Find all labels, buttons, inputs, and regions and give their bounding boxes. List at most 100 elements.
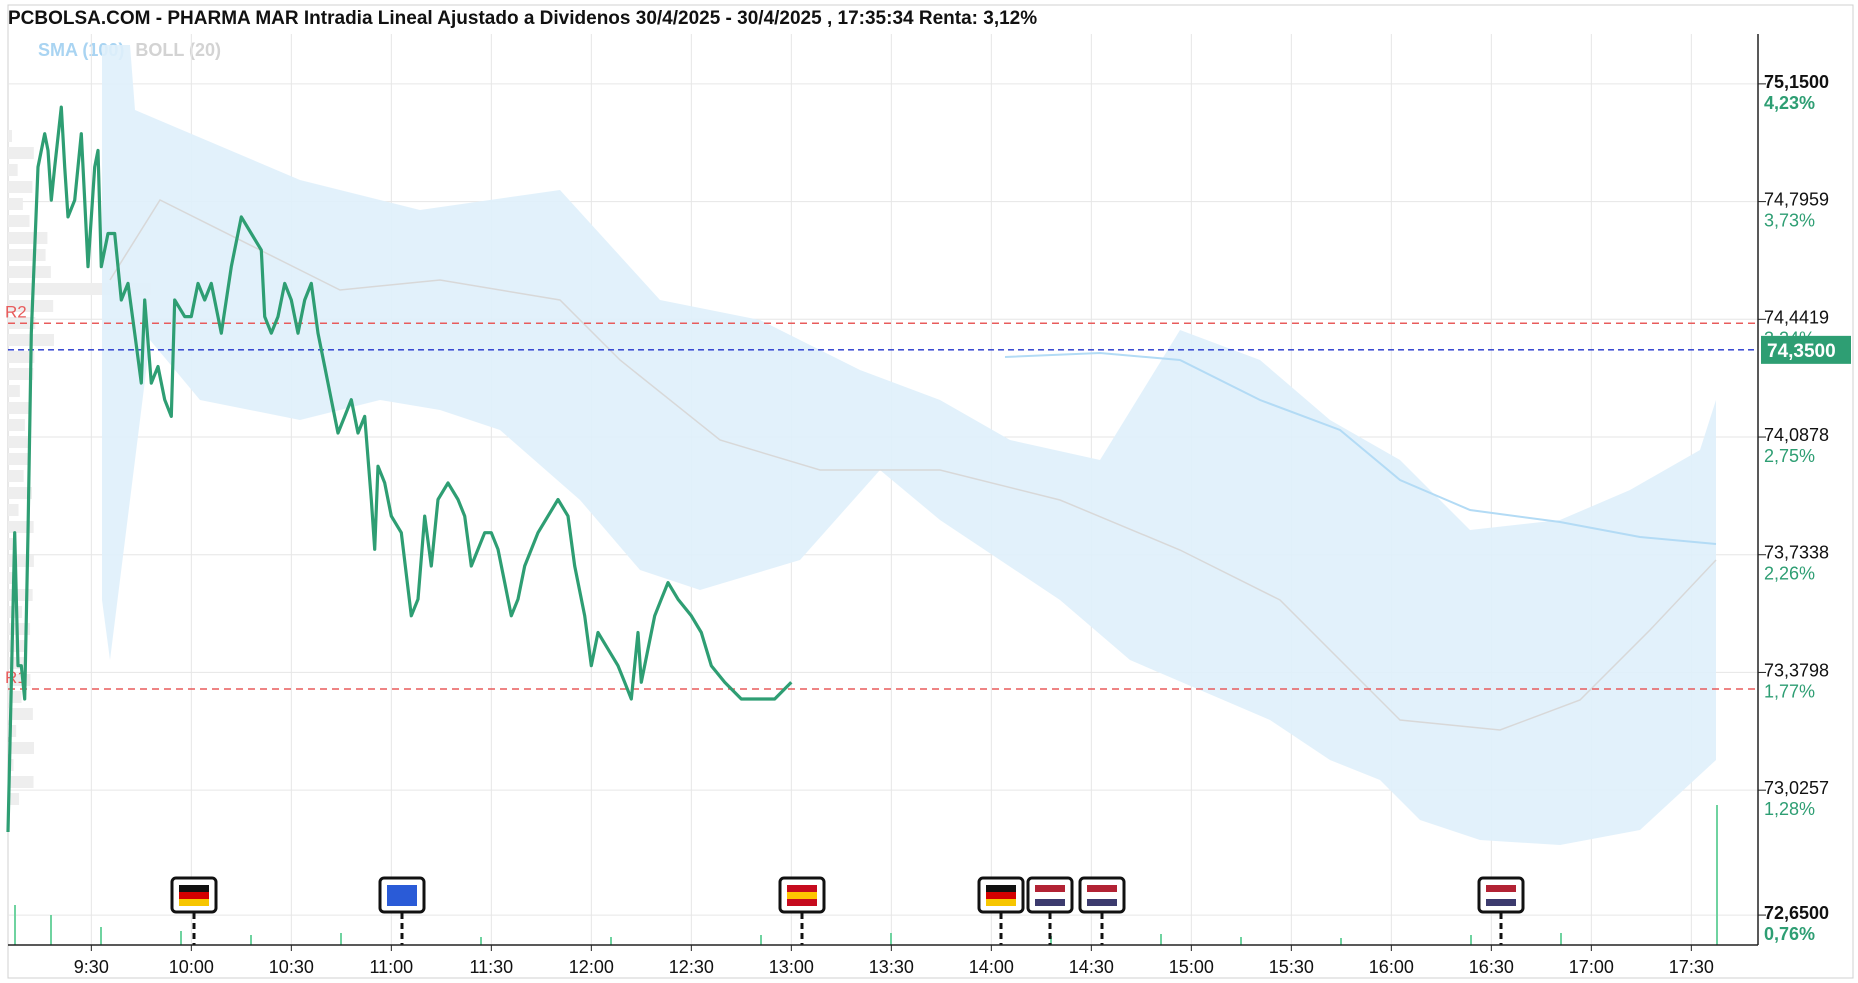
us-flag-stripe xyxy=(1087,899,1117,906)
y-tick-label: 73,7338 xyxy=(1764,543,1829,563)
x-tick-label: 12:30 xyxy=(669,957,714,977)
bollinger-midline xyxy=(109,199,1717,731)
de-flag-stripe xyxy=(986,899,1016,906)
us-flag-stripe xyxy=(1087,892,1117,899)
y-tick-label: 75,1500 xyxy=(1764,72,1829,92)
level-label-r2: R2 xyxy=(5,302,27,321)
x-tick-label: 15:00 xyxy=(1169,957,1214,977)
volume-bar xyxy=(890,933,892,945)
volume-profile-bar xyxy=(8,385,20,397)
x-tick-label: 16:00 xyxy=(1369,957,1414,977)
volume-bar xyxy=(1716,805,1718,945)
eu-flag-stripe xyxy=(387,899,417,906)
volume-bar xyxy=(760,935,762,945)
volume-profile-bar xyxy=(8,368,34,380)
y-tick-label: 74,0878 xyxy=(1764,425,1829,445)
x-tick-label: 11:00 xyxy=(369,957,413,977)
us-flag-stripe xyxy=(1035,885,1065,892)
volume-profile-bar xyxy=(8,300,54,312)
volume-profile-bar xyxy=(8,419,25,431)
x-tick-label: 15:30 xyxy=(1269,957,1314,977)
volume-bar xyxy=(14,905,16,945)
volume-bar xyxy=(1050,936,1052,945)
de-flag-stripe xyxy=(986,885,1016,892)
volume-profile-bar xyxy=(8,147,34,159)
volume-profile-bar xyxy=(8,504,19,516)
current-price-label: 74,3500 xyxy=(1767,341,1836,362)
x-tick-label: 17:30 xyxy=(1669,957,1714,977)
volume-profile-bar xyxy=(8,487,33,499)
x-tick-label: 14:30 xyxy=(1069,957,1114,977)
volume-profile-bar xyxy=(8,436,29,448)
x-tick-label: 10:00 xyxy=(169,957,214,977)
x-tick-label: 9:30 xyxy=(74,957,109,977)
volume-profile-bar xyxy=(8,538,13,550)
x-tick-label: 13:00 xyxy=(769,957,814,977)
volume-profile-bar xyxy=(8,555,34,567)
bollinger-envelope xyxy=(102,45,1716,845)
volume-profile-bar xyxy=(8,453,30,465)
volume-profile-bar xyxy=(8,249,46,261)
volume-profile-bar xyxy=(8,198,23,210)
volume-profile-bar xyxy=(8,351,35,363)
de-flag-stripe xyxy=(986,892,1016,899)
x-tick-label: 10:30 xyxy=(269,957,314,977)
y-tick-pct: 0,76% xyxy=(1764,924,1815,944)
volume-profile-bar xyxy=(8,470,24,482)
volume-profile-bar xyxy=(8,232,48,244)
legend-boll[interactable]: BOLL (20) xyxy=(135,40,222,60)
current-price-badge xyxy=(1761,335,1851,364)
volume-bar xyxy=(1560,933,1562,945)
volume-profile-bar xyxy=(8,164,18,176)
volume-bars xyxy=(14,805,1718,945)
eu-flag-stripe xyxy=(387,892,417,899)
price-line xyxy=(6,105,793,833)
y-tick-pct: 4,23% xyxy=(1764,93,1815,113)
x-tick-label: 12:00 xyxy=(569,957,614,977)
volume-profile-bar xyxy=(8,742,34,754)
x-tick-label: 14:00 xyxy=(969,957,1014,977)
volume-bar xyxy=(1240,937,1242,945)
x-tick-label: 16:30 xyxy=(1469,957,1514,977)
volume-bar xyxy=(250,935,252,945)
volume-profile-bar xyxy=(8,725,17,737)
us-flag-stripe xyxy=(1087,885,1117,892)
de-flag-stripe xyxy=(179,892,209,899)
volume-profile-bar xyxy=(8,181,33,193)
volume-profile-bar xyxy=(8,776,34,788)
y-tick-label: 72,6500 xyxy=(1764,903,1829,923)
volume-bar xyxy=(1340,938,1342,945)
y-tick-pct: 1,77% xyxy=(1764,681,1815,701)
volume-bar xyxy=(610,937,612,945)
us-flag-stripe xyxy=(1486,892,1516,899)
volume-bar xyxy=(180,931,182,945)
volume-bar xyxy=(1470,935,1472,945)
es-flag-stripe xyxy=(787,892,817,899)
es-flag-stripe xyxy=(787,885,817,892)
de-flag-stripe xyxy=(179,899,209,906)
price-series xyxy=(6,105,793,833)
es-flag-stripe xyxy=(787,899,817,906)
y-tick-label: 74,7959 xyxy=(1764,190,1829,210)
chart-title: PCBOLSA.COM - PHARMA MAR Intradia Lineal… xyxy=(8,8,1038,29)
axes: 75,15004,23%74,79593,73%74,44193,24%74,0… xyxy=(8,34,1851,977)
volume-profile-bar xyxy=(8,521,34,533)
x-tick-label: 17:00 xyxy=(1569,957,1614,977)
volume-bar xyxy=(100,927,102,945)
volume-profile-bar xyxy=(8,402,32,414)
eu-flag-stripe xyxy=(387,885,417,892)
sma-line xyxy=(1004,351,1717,545)
y-tick-label: 74,4419 xyxy=(1764,307,1829,327)
volume-profile-bar xyxy=(8,793,20,805)
us-flag-stripe xyxy=(1486,885,1516,892)
y-tick-pct: 1,28% xyxy=(1764,799,1815,819)
volume-bar xyxy=(1160,934,1162,945)
x-tick-label: 13:30 xyxy=(869,957,914,977)
y-tick-pct: 2,26% xyxy=(1764,564,1815,584)
y-tick-pct: 2,75% xyxy=(1764,446,1815,466)
volume-profile-bar xyxy=(8,215,30,227)
bollinger-band xyxy=(102,45,1717,845)
event-flags[interactable] xyxy=(170,876,1525,945)
volume-profile-bar xyxy=(8,130,12,142)
